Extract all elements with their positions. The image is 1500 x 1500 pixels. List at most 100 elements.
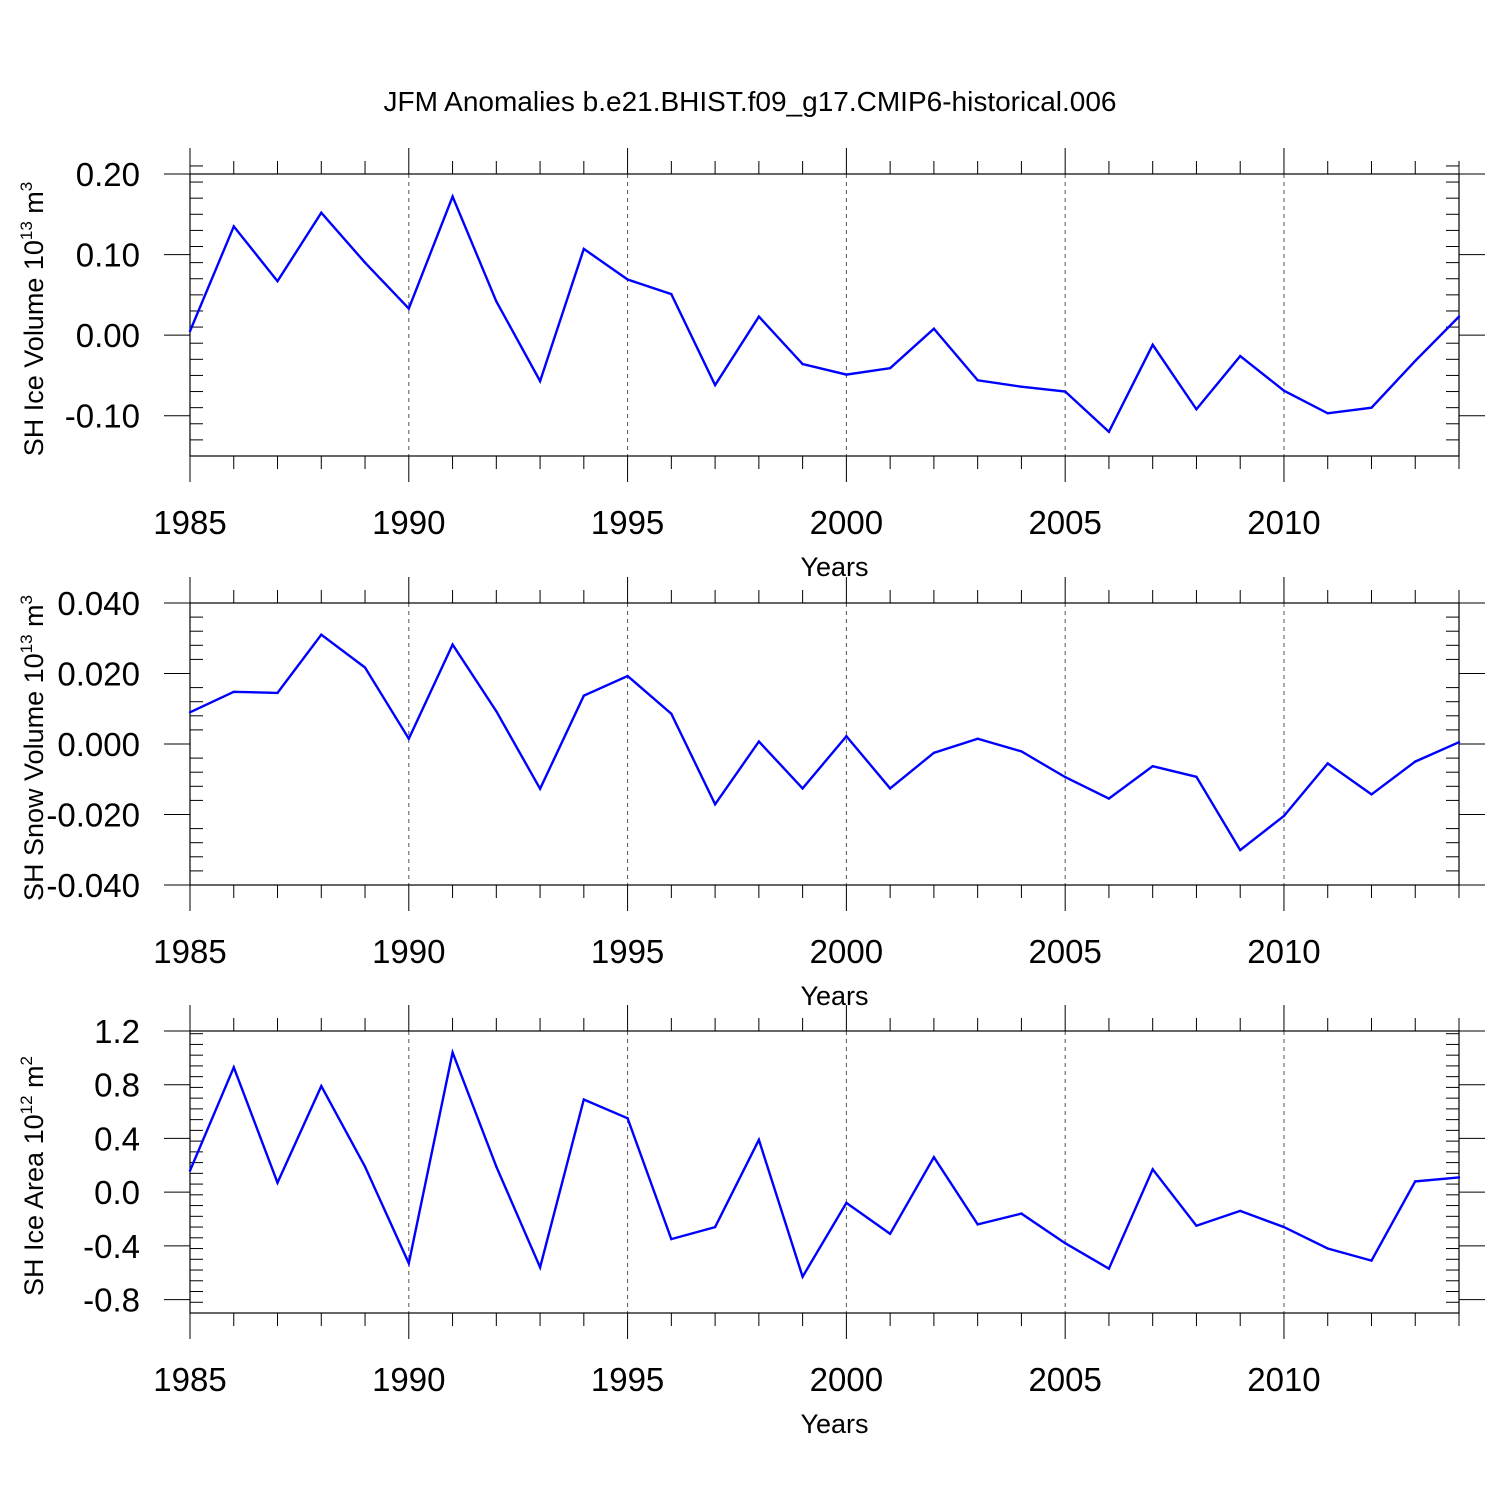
data-point [626,674,629,678]
x-tick-label: 1990 [372,1361,445,1398]
chart-panel-3: 1985 1990 1995 2000 2005 2010 1.2 0.8 0.4 0.0 -0.4… [17,1005,1485,1439]
chart-panel-1: 1985 1990 1995 2000 2005 2010 0.20 0.10 0.00 -0.1… [17,148,1485,582]
data-point [801,362,804,366]
data-point [1282,1225,1286,1229]
data-point [276,279,279,283]
data-point [320,633,323,636]
data-point [976,1223,979,1226]
x-axis-title: Years [800,981,868,1011]
data-point [363,261,367,264]
data-point [1107,1267,1111,1270]
data-point [801,1275,804,1278]
data-point [276,691,279,695]
x-tick-label: 2010 [1247,504,1320,541]
data-point [1457,741,1461,744]
series-line-1 [189,633,1460,852]
data-point [976,379,979,382]
data-point [1282,389,1286,392]
data-point [757,315,761,318]
data-point [495,1165,498,1168]
chart-panel-2: 1985 1990 1995 2000 2005 2010 0.040 0.020 0.000 -… [17,577,1485,1011]
series-line-1 [188,193,1460,434]
data-point [1370,406,1373,409]
x-tick-label: 2010 [1247,1361,1320,1398]
figure-title: JFM Anomalies b.e21.BHIST.f09_g17.CMIP6-… [383,86,1116,117]
data-point [932,327,936,330]
data-point [1457,1176,1461,1179]
data-point [1063,390,1067,393]
data-point [407,1262,410,1265]
data-point [1020,1212,1023,1215]
data-point [932,751,936,755]
data-point [1063,775,1067,779]
y-tick-label: -0.020 [46,797,140,834]
data-point [451,195,454,198]
y-tick-label: 0.00 [76,317,140,354]
y-tick-label: 0.040 [57,585,140,622]
x-tick-label: 2005 [1028,504,1101,541]
data-point [1151,1168,1154,1171]
data-point [670,292,673,296]
data-point [495,710,498,713]
y-axis-title: SH Snow Volume 1013 m3 [17,595,49,901]
data-point [1326,412,1329,415]
data-point [407,307,410,310]
x-tick-label: 1995 [591,1361,664,1398]
data-point [976,737,979,740]
data-point [845,373,848,376]
data-point [1370,1259,1373,1262]
data-point [932,1156,936,1159]
data-point [626,1117,629,1120]
data-point [1020,385,1023,388]
x-tick-label: 1995 [591,504,664,541]
x-tick-label: 1990 [372,933,445,970]
x-tick-label: 2000 [810,1361,883,1398]
x-tick-label: 1985 [153,1361,226,1398]
data-point [1195,775,1198,778]
data-point [1239,1209,1242,1213]
data-point [538,379,542,383]
x-tick-label: 1990 [372,504,445,541]
x-tick-label: 2000 [810,504,883,541]
y-tick-label: 0.0 [94,1174,140,1211]
data-point [845,1201,848,1205]
data-point [451,643,454,646]
data-point [1414,359,1417,363]
data-point [1326,1247,1329,1250]
data-point [495,300,498,303]
data-point [276,1181,279,1184]
x-tick-label: 1985 [153,504,226,541]
plot-frame [189,602,1460,886]
data-point [801,787,804,790]
y-tick-label: -0.10 [65,398,140,435]
y-tick-label: 0.020 [57,656,140,693]
data-point [188,1169,192,1172]
data-point [1457,315,1461,318]
data-point [1326,762,1329,765]
data-point [1414,1180,1417,1183]
data-point [888,787,892,790]
data-point [757,1138,761,1141]
data-point [1282,814,1286,818]
data-point [320,211,323,214]
data-point [1414,760,1417,763]
data-point [232,690,235,694]
x-tick-label: 2005 [1028,1361,1101,1398]
data-point [888,1232,892,1235]
data-point [757,740,761,743]
data-point [1239,848,1242,852]
data-point [407,737,410,740]
data-point [845,735,848,738]
data-point [1195,1224,1198,1227]
y-tick-label: 0.20 [76,156,140,193]
y-axis-title: SH Ice Area 1012 m2 [17,1056,49,1296]
data-point [582,247,586,251]
plot-frame [189,173,1460,457]
y-tick-label: 1.2 [94,1013,140,1050]
x-tick-label: 2005 [1028,933,1101,970]
data-point [538,1266,542,1269]
y-tick-label: 0.8 [94,1067,140,1104]
x-tick-label: 2000 [810,933,883,970]
y-tick-label: 0.000 [57,726,140,763]
